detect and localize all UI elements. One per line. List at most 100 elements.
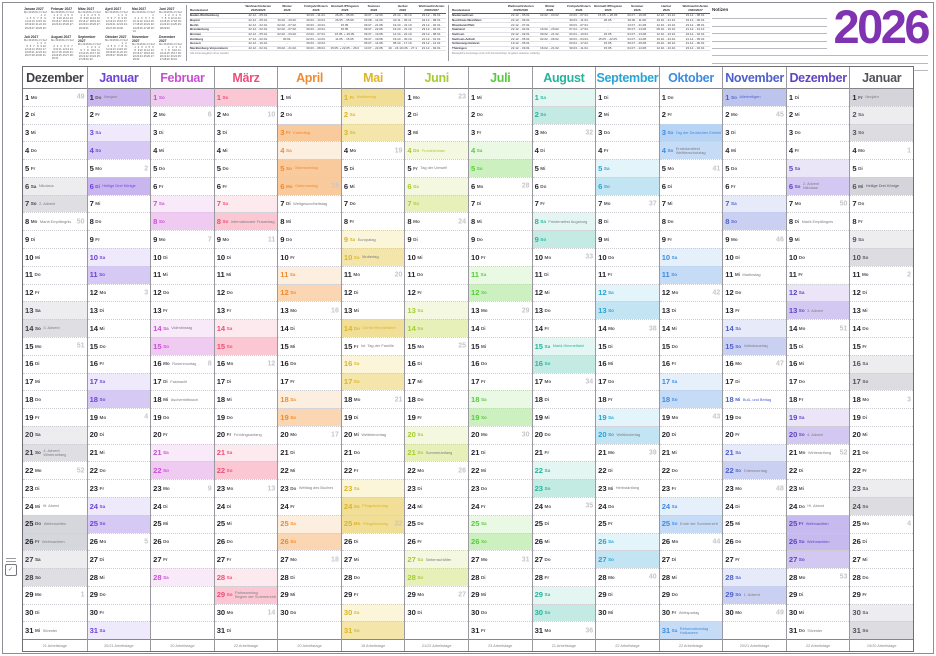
day-cell: 13 Mi: [341, 301, 405, 319]
table-cell: 22.12. - 02.01.: [243, 27, 273, 33]
day-cell: 20 Di: [87, 425, 151, 444]
day-number: 6: [407, 181, 412, 191]
week-number: 50: [839, 200, 848, 208]
mini-calendar-grid: MoDiMiDoFrSaSo12345678910111213141516171…: [105, 38, 128, 58]
weekday-label: So: [353, 254, 360, 260]
weekday-label: Mi: [735, 396, 741, 402]
day-cell: 31 Mo 36: [532, 621, 596, 639]
day-number: 22: [89, 466, 99, 475]
holiday-note: Muttertag: [362, 255, 379, 260]
day-cell: 4 Mo 1: [850, 141, 913, 159]
weekday-label: So: [226, 343, 233, 349]
weekday-label: Mo: [798, 574, 806, 580]
weekday-label: Fr: [95, 112, 100, 118]
weekday-label: Sa: [862, 610, 868, 616]
day-number: 9: [788, 234, 794, 244]
day-number: 18: [471, 394, 480, 404]
week-number: 23: [458, 93, 466, 101]
weekday-label: Mi: [290, 592, 296, 598]
table-cell: 02.02. - 07.02.: [272, 27, 302, 33]
table-cell: 26.05.: [593, 18, 623, 24]
weekday-label: So: [735, 468, 742, 473]
weekday-label: Di: [862, 290, 867, 296]
day-number: 1: [534, 92, 539, 102]
table-cell: -: [593, 27, 623, 33]
day-number: 14: [153, 323, 162, 333]
day-cell: 16 Do: [469, 354, 532, 373]
day-number: 23: [471, 483, 480, 493]
weekday-label: Sa: [862, 485, 868, 491]
day-number: 18: [25, 394, 34, 404]
day-number: 1: [216, 92, 221, 102]
day-number: 17: [661, 377, 671, 387]
weekday-label: Mo: [163, 485, 170, 491]
day-number: 29: [280, 590, 289, 600]
weekday-label: So: [353, 503, 360, 509]
day-cell: 9 Di: [405, 230, 468, 248]
day-number: 20: [153, 430, 162, 440]
day-cell: 22 Do: [659, 461, 723, 479]
day-cell: 15 So Volkstrauertag: [723, 336, 786, 355]
day-cell: 7 Mo 50: [786, 194, 850, 213]
month-column-märz: März 1 So 2 Mo 10 3 Di 4 Mi 5 Do 6 Fr 7 Sa 8 So Internatio…: [213, 67, 278, 651]
day-cell: 10 So Muttertag: [341, 248, 405, 266]
day-cell: 10 Sa: [659, 248, 723, 266]
month-days: 1 Do Neujahr 2 Fr 3 Sa 4 So 5 Mo 2 6 Di Heilige Drei K…: [87, 89, 151, 640]
day-number: 29: [788, 590, 798, 600]
day-number: 2: [25, 110, 30, 120]
table-cell: 22.12. - 02.01.: [243, 22, 273, 29]
day-cell: 5 Sa: [786, 159, 850, 177]
month-days: 1 So Allerheiligen 2 Mo 45 3 Di 4 Mi 5 Do 6 Fr 7 Sa 8 So 9…: [723, 89, 786, 639]
table-cell: Niedersachsen: [452, 13, 507, 19]
holiday-note: Reformationstag Halloween: [679, 626, 709, 635]
empty-day-cell: [405, 621, 468, 639]
day-cell: 5 Mi: [532, 159, 596, 177]
weekday-label: Fr: [99, 610, 105, 616]
weekday-label: Sa: [671, 628, 678, 634]
week-number: 3: [144, 289, 149, 297]
day-cell: 19 Mo 4: [87, 408, 151, 426]
day-cell: 14 Do: [850, 319, 913, 337]
weekday-label: Do: [862, 450, 869, 456]
week-number: 4: [907, 520, 911, 528]
day-cell: 21 Di: [278, 443, 341, 462]
table-cell: 09.07. - 19.08.: [359, 36, 389, 43]
table-cell: 22.12. - 03.01.: [506, 46, 536, 52]
holiday-note: Tag der Umwelt: [420, 166, 448, 171]
day-number: 10: [788, 252, 798, 262]
day-cell: 5 Do: [214, 159, 278, 177]
weekday-label: So: [34, 450, 41, 456]
notes-rule-line: [712, 27, 928, 35]
table-cell: 30.03. - 10.04.: [301, 22, 331, 29]
working-days-label: 23 Arbeitstage: [469, 639, 532, 651]
month-header: März: [214, 67, 278, 89]
weekday-label: Mi: [413, 130, 419, 136]
weekday-label: Do: [163, 290, 170, 296]
day-cell: 10 Do: [596, 248, 659, 266]
weekday-label: Sa: [544, 343, 551, 349]
weekday-label: Sa: [163, 450, 169, 456]
day-cell: 8 So Internationaler Frauentag: [214, 212, 278, 231]
day-cell: 24 Mo 35: [532, 496, 596, 515]
day-number: 15: [852, 341, 861, 351]
table-cell: -: [593, 22, 623, 29]
day-number: 5: [598, 163, 603, 173]
day-cell: 17 Mi: [405, 372, 468, 391]
year-title: 2026: [827, 3, 930, 50]
day-cell: 3 Sa: [87, 123, 151, 142]
mini-calendar-title: Juni 2027: [159, 7, 175, 11]
day-cell: 11 Sa: [278, 265, 341, 284]
day-number: 9: [153, 234, 158, 244]
holiday-note: Siebenschläfer: [425, 557, 452, 562]
week-number: 26: [458, 467, 466, 475]
day-number: 28: [534, 572, 544, 582]
day-cell: 16 Sa: [341, 354, 405, 373]
table-cell: 02.02. - 06.02.: [535, 36, 565, 43]
weekday-label: Sa: [417, 432, 423, 438]
day-cell: 13 Sa: [405, 301, 468, 320]
day-cell: 20 Do: [532, 425, 596, 444]
day-cell: 5 Di: [850, 159, 913, 177]
table-cell: 15.05. + 26.05.: [593, 13, 623, 19]
table-cell: -: [535, 41, 565, 47]
day-number: 15: [661, 341, 671, 351]
